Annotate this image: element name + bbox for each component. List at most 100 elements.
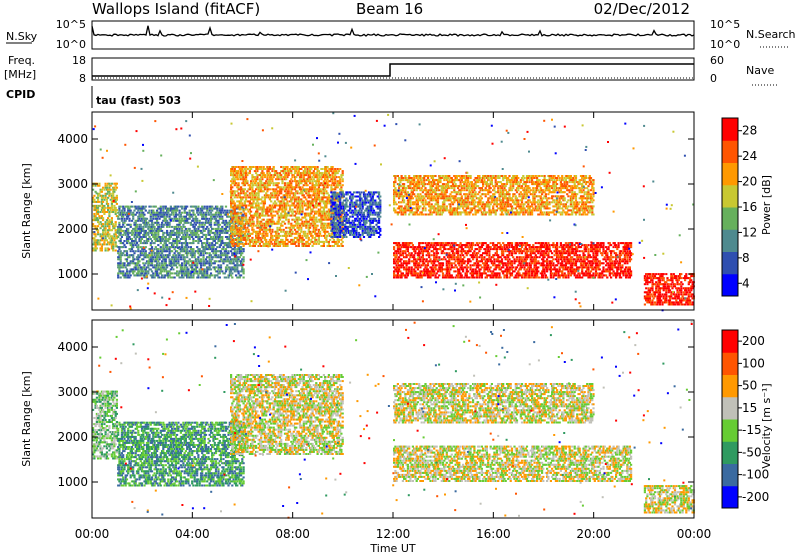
power-cell [102, 233, 105, 236]
power-cell [236, 176, 239, 179]
power-cell [286, 200, 289, 203]
power-cell [335, 207, 338, 210]
power-cell [285, 204, 288, 207]
power-cell [157, 236, 160, 238]
power-cell [193, 205, 196, 208]
power-cell [171, 256, 174, 259]
power-cell [336, 192, 339, 195]
power-cell [108, 227, 111, 230]
power-cell [134, 213, 137, 216]
power-cell [315, 196, 318, 199]
power-cell [275, 184, 278, 187]
power-cell [189, 274, 192, 277]
power-cell [238, 168, 241, 170]
power-cell [296, 166, 299, 168]
power-cell [290, 204, 293, 207]
power-cell [337, 193, 340, 196]
power-cell [366, 195, 369, 198]
power-cell [322, 182, 325, 185]
power-cell [324, 216, 327, 219]
power-cell [211, 238, 214, 240]
power-cell [117, 262, 120, 265]
power-cell [320, 174, 323, 177]
power-cell [265, 210, 268, 213]
power-cell [162, 211, 165, 214]
power-cell [399, 276, 402, 279]
power-cell [351, 197, 354, 200]
power-cell [188, 229, 191, 232]
power-cell [301, 204, 304, 207]
power-cell [150, 246, 154, 249]
power-cell [332, 240, 335, 243]
power-cell [129, 225, 132, 228]
power-cell [256, 236, 259, 239]
power-cell [257, 230, 260, 233]
power-cell [107, 190, 110, 193]
power-cell [322, 180, 325, 183]
power-cell [172, 207, 175, 210]
power-cell [336, 207, 339, 210]
power-cell [320, 200, 323, 203]
power-cell [236, 236, 239, 239]
power-cell [207, 221, 210, 224]
power-cell [341, 216, 344, 219]
power-cell [196, 219, 199, 222]
power-cell [153, 205, 156, 208]
power-cell [94, 241, 97, 244]
power-cell [345, 201, 348, 204]
power-cell [337, 211, 340, 214]
power-cell [296, 168, 299, 170]
power-cell [178, 223, 181, 226]
power-cell [351, 225, 354, 228]
power-cell [316, 184, 319, 187]
power-cell [371, 207, 374, 210]
power-cell [92, 231, 95, 234]
power-cell [181, 236, 184, 238]
power-cell [114, 225, 117, 228]
power-cell [408, 252, 411, 255]
power-cell [108, 225, 111, 228]
power-cell [283, 206, 287, 209]
power-cell [395, 266, 398, 269]
power-cell [219, 264, 223, 267]
power-cell [256, 198, 259, 201]
power-cell [356, 236, 359, 238]
power-cell [114, 211, 117, 213]
power-cell [228, 244, 231, 247]
power-cell [159, 266, 162, 269]
power-cell [337, 198, 340, 201]
power-cell [226, 225, 229, 228]
power-cell [278, 208, 282, 211]
power-cell [297, 216, 300, 219]
power-cell [233, 196, 236, 199]
power-cell [194, 217, 197, 220]
power-cell [125, 205, 129, 208]
power-cell [227, 266, 230, 269]
power-cell [233, 214, 236, 217]
power-cell [317, 204, 320, 207]
power-cell [393, 276, 396, 279]
power-cell [293, 170, 297, 173]
power-cell [325, 234, 328, 237]
power-cell [326, 226, 329, 229]
power-cell [186, 211, 189, 214]
power-cell [287, 186, 290, 189]
power-cell [209, 248, 213, 251]
power-cell [399, 250, 402, 253]
power-cell [297, 240, 300, 243]
power-cell [174, 205, 177, 208]
power-cell [224, 276, 228, 279]
power-cell [305, 222, 308, 225]
power-cell [305, 182, 308, 185]
power-cell [196, 231, 199, 234]
power-cell [204, 244, 208, 247]
power-cell [258, 216, 261, 219]
power-cell [217, 260, 220, 263]
power-cell [203, 270, 206, 273]
power-cell [182, 270, 185, 273]
power-cell [311, 220, 314, 223]
power-cell [240, 274, 243, 277]
power-cell [327, 198, 330, 201]
power-cell [139, 246, 142, 249]
power-cell [97, 243, 100, 246]
